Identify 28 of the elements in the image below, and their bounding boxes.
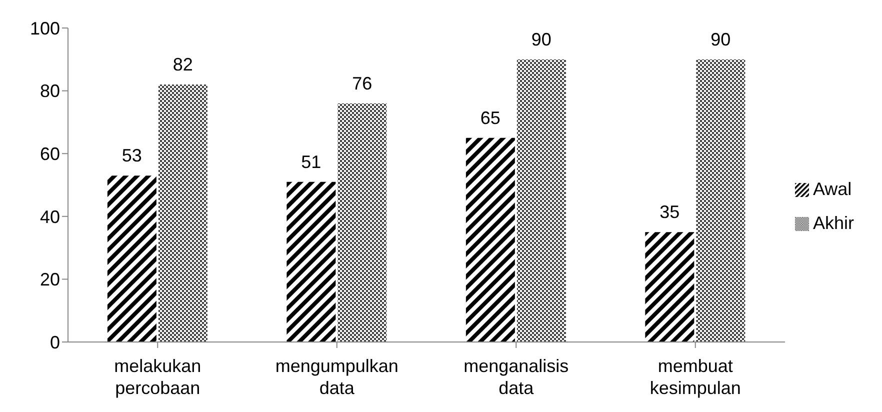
y-tick-label: 0 bbox=[50, 332, 60, 352]
bar bbox=[516, 59, 566, 342]
bar bbox=[286, 182, 336, 342]
data-label: 53 bbox=[122, 146, 142, 166]
data-label: 76 bbox=[352, 73, 372, 94]
y-tick-label: 80 bbox=[40, 81, 60, 102]
bar bbox=[696, 59, 746, 342]
data-label: 65 bbox=[480, 108, 500, 128]
bar bbox=[466, 138, 515, 342]
y-tick-label: 20 bbox=[40, 270, 60, 290]
bar bbox=[107, 176, 156, 342]
legend-label: Awal bbox=[812, 179, 852, 199]
data-label: 90 bbox=[531, 29, 552, 50]
x-tick-label: menganalisis data bbox=[464, 356, 569, 398]
y-tick-label: 100 bbox=[30, 18, 60, 38]
y-tick-label: 40 bbox=[40, 206, 60, 227]
x-tick-label: membuat kesimpulan bbox=[650, 356, 741, 398]
data-label: 51 bbox=[301, 152, 322, 172]
bar bbox=[645, 232, 694, 342]
x-tick-label: melakukan percobaan bbox=[114, 356, 202, 398]
legend-label: Akhir bbox=[812, 213, 854, 233]
bar bbox=[158, 84, 208, 342]
data-label: 35 bbox=[660, 202, 680, 222]
data-label: 82 bbox=[172, 54, 193, 75]
y-tick-label: 60 bbox=[40, 144, 60, 164]
data-label: 90 bbox=[710, 29, 731, 50]
x-tick-label: mengumpulkan data bbox=[275, 356, 398, 398]
bar bbox=[338, 103, 387, 342]
